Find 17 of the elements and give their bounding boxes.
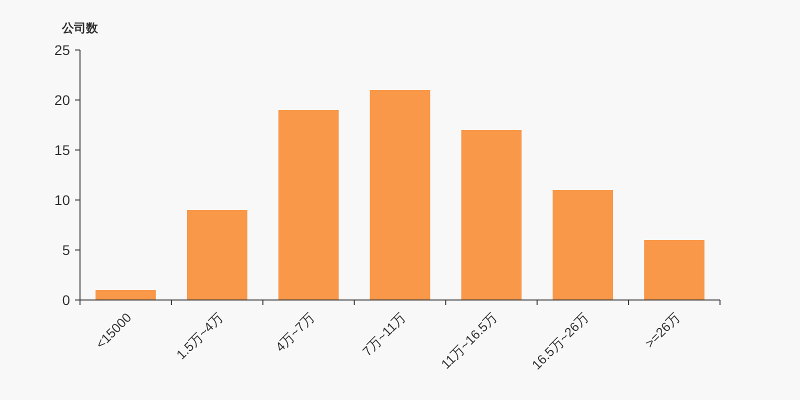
y-axis-title: 公司数 [61,21,99,35]
y-tick-label: 15 [54,142,70,158]
x-tick-label: 7万~11万 [360,310,409,359]
bar [461,130,522,300]
y-tick-label: 5 [62,242,70,258]
x-tick-label: 4万~7万 [272,310,318,355]
bar [552,190,614,300]
bar [186,210,248,300]
y-tick-label: 25 [54,42,70,58]
bar [96,290,156,300]
x-tick-label: 1.5万~4万 [173,310,226,362]
bar [278,110,339,300]
y-tick-label: 20 [54,92,70,108]
bar [370,90,430,300]
y-tick-label: 10 [54,192,70,208]
y-tick-label: 0 [62,292,70,308]
bar [644,240,704,300]
